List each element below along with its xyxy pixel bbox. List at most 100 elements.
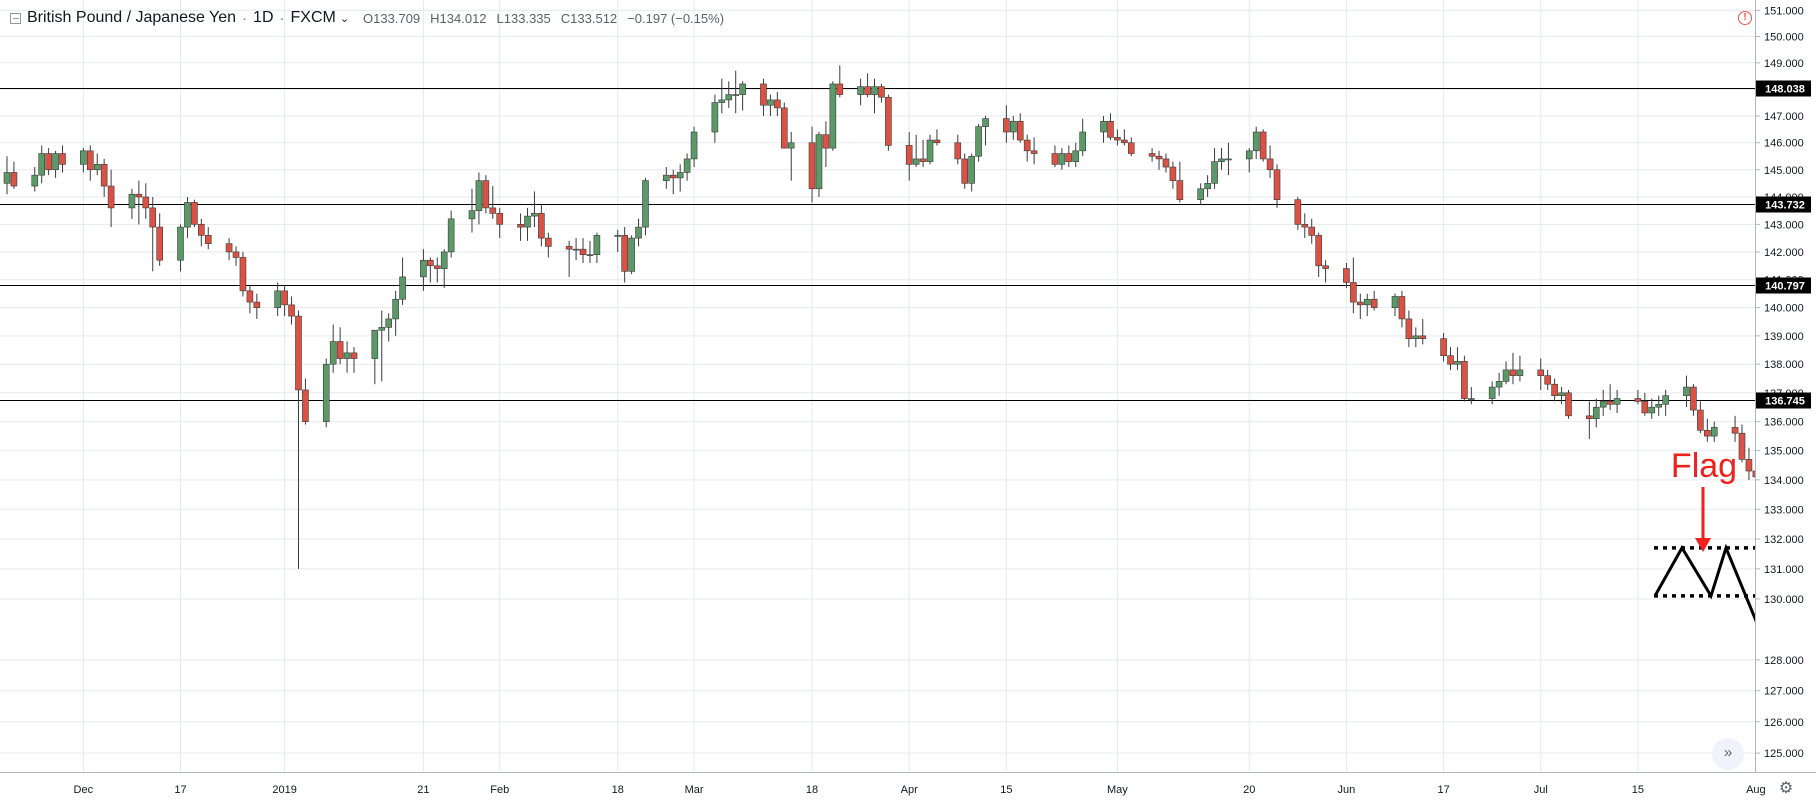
candle-body <box>1079 131 1086 152</box>
candle-body <box>1100 120 1107 133</box>
price-tick-label: 133.000 <box>1764 504 1804 516</box>
candle-body <box>1454 361 1461 365</box>
candle-body <box>1447 355 1454 365</box>
candle-body <box>718 99 726 103</box>
candle-body <box>1606 401 1614 405</box>
low-value: L133.335 <box>496 10 551 26</box>
price-tick-label: 139.000 <box>1764 331 1804 343</box>
candle-body <box>1350 282 1357 303</box>
candle-body <box>420 259 427 278</box>
candle-body <box>447 218 455 253</box>
candle-body <box>1704 429 1711 437</box>
candle-body <box>1412 335 1420 339</box>
candle-body <box>1315 235 1322 267</box>
candle-body <box>1405 318 1413 339</box>
time-tick-label: Jul <box>1534 784 1548 796</box>
price-tick-label: 128.000 <box>1764 655 1804 667</box>
candle-body <box>871 86 878 95</box>
price-tick-label: 145.000 <box>1764 165 1804 177</box>
candle-body <box>1599 401 1607 408</box>
candle-body <box>1488 386 1496 399</box>
candle-body <box>191 202 198 225</box>
candle-body <box>52 153 59 171</box>
candle-body <box>302 389 309 422</box>
candle-body <box>1162 158 1170 168</box>
candle-body <box>579 248 587 255</box>
candle-body <box>475 180 483 211</box>
candle-body <box>961 158 969 184</box>
time-tick-label: 18 <box>612 784 624 796</box>
candle-body <box>1245 150 1253 160</box>
symbol-name[interactable]: British Pound / Japanese Yen <box>27 9 237 26</box>
price-tick-label: 151.000 <box>1764 5 1804 17</box>
candle-body <box>517 224 524 228</box>
candle-body <box>683 158 691 173</box>
candle-body <box>565 246 573 250</box>
chevron-down-icon[interactable]: ⌄ <box>339 12 350 25</box>
exchange-label[interactable]: FXCM <box>290 9 336 26</box>
interval-label[interactable]: 1D <box>253 9 274 26</box>
price-tick-label: 126.000 <box>1764 717 1804 729</box>
candle-body <box>975 126 982 157</box>
candle-body <box>1225 158 1232 161</box>
candle-body <box>288 304 295 317</box>
price-tick-label: 149.000 <box>1764 58 1804 70</box>
candle-body <box>1016 120 1024 141</box>
price-tick-label: 135.000 <box>1764 446 1804 458</box>
candle-body <box>1391 296 1399 308</box>
candle-body <box>1058 153 1066 165</box>
candle-body <box>885 96 892 146</box>
candle-body <box>1357 301 1364 306</box>
candle-body <box>1544 375 1551 385</box>
price-tick-label: 130.000 <box>1764 594 1804 606</box>
candle-body <box>1710 427 1718 437</box>
price-tick-label: 143.000 <box>1764 219 1804 231</box>
candle-body <box>780 107 788 149</box>
candle-body <box>621 235 628 272</box>
candle-body <box>156 226 163 261</box>
double-chevron-right-icon[interactable]: » <box>1712 738 1744 770</box>
time-tick-label: Dec <box>74 784 94 796</box>
candle-body <box>760 83 767 106</box>
time-tick-label: 17 <box>1437 784 1449 796</box>
candle-body <box>80 150 87 165</box>
candle-body <box>1370 298 1378 308</box>
candle-body <box>225 243 233 253</box>
candle-body <box>371 329 379 359</box>
candle-body <box>711 102 719 133</box>
price-tick-label: 132.000 <box>1764 534 1804 546</box>
candle-body <box>635 226 642 239</box>
price-tick-label: 147.000 <box>1764 111 1804 123</box>
candle-body <box>392 298 399 320</box>
time-tick-label: Mar <box>685 784 704 796</box>
candle-body <box>912 158 920 165</box>
time-tick-label: May <box>1107 784 1128 796</box>
candle-body <box>149 207 157 228</box>
minus-square-icon[interactable] <box>10 12 21 24</box>
separator: · <box>279 9 285 27</box>
close-value: C133.512 <box>560 10 618 26</box>
level-price-label: 148.038 <box>1765 84 1805 96</box>
candle-body <box>385 318 393 328</box>
candle-body <box>815 134 823 190</box>
candle-body <box>767 99 774 106</box>
candle-body <box>1461 361 1468 399</box>
time-tick-label: 18 <box>806 784 818 796</box>
candle-body <box>1502 369 1510 382</box>
candle-body <box>295 315 302 391</box>
candle-body <box>1565 392 1572 417</box>
candle-body <box>1003 118 1010 133</box>
gear-icon[interactable]: ⚙ <box>1778 780 1794 797</box>
candle-body <box>1731 427 1739 434</box>
candle-body <box>1127 142 1135 154</box>
exclamation-circle-icon[interactable]: ! <box>1738 11 1752 25</box>
candle-body <box>45 153 52 171</box>
candle-body <box>1051 153 1059 165</box>
price-tick-label: 140.000 <box>1764 303 1804 315</box>
candle-body <box>1197 188 1204 200</box>
candle-body <box>864 86 871 95</box>
candle-body <box>1586 415 1593 420</box>
candle-body <box>1308 226 1316 236</box>
